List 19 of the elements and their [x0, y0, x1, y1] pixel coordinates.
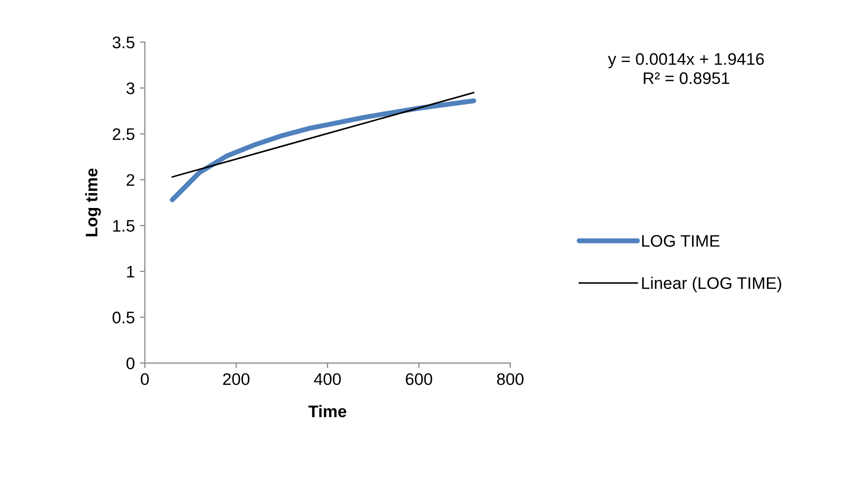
x-tick-label: 200	[223, 373, 250, 386]
y-tick-label: 1.5	[113, 220, 134, 232]
y-axis-title: Log time	[85, 168, 101, 236]
y-tick-label: 3.5	[112, 36, 134, 48]
y-tick-label: 2.5	[112, 128, 134, 140]
x-tick-label: 400	[314, 373, 341, 386]
y-tick-label: 0.5	[112, 312, 134, 324]
y-tick-label: 1	[127, 266, 134, 278]
line-series	[170, 98, 476, 202]
legend-label: LOG TIME	[642, 235, 720, 247]
y-tick-label: 0	[126, 357, 134, 370]
x-tick-label: 0	[140, 373, 149, 386]
y-tick-label: 2	[126, 174, 134, 186]
x-tick-label: 800	[497, 373, 524, 386]
legend-label: Linear (LOG TIME)	[642, 276, 782, 292]
text: y = 0.0014x + 1.9416 R² = 0.8951	[608, 53, 764, 84]
x-tick-label: 600	[406, 373, 432, 386]
x-axis-title: Time	[308, 405, 346, 418]
y-tick-label: 3	[126, 82, 134, 94]
